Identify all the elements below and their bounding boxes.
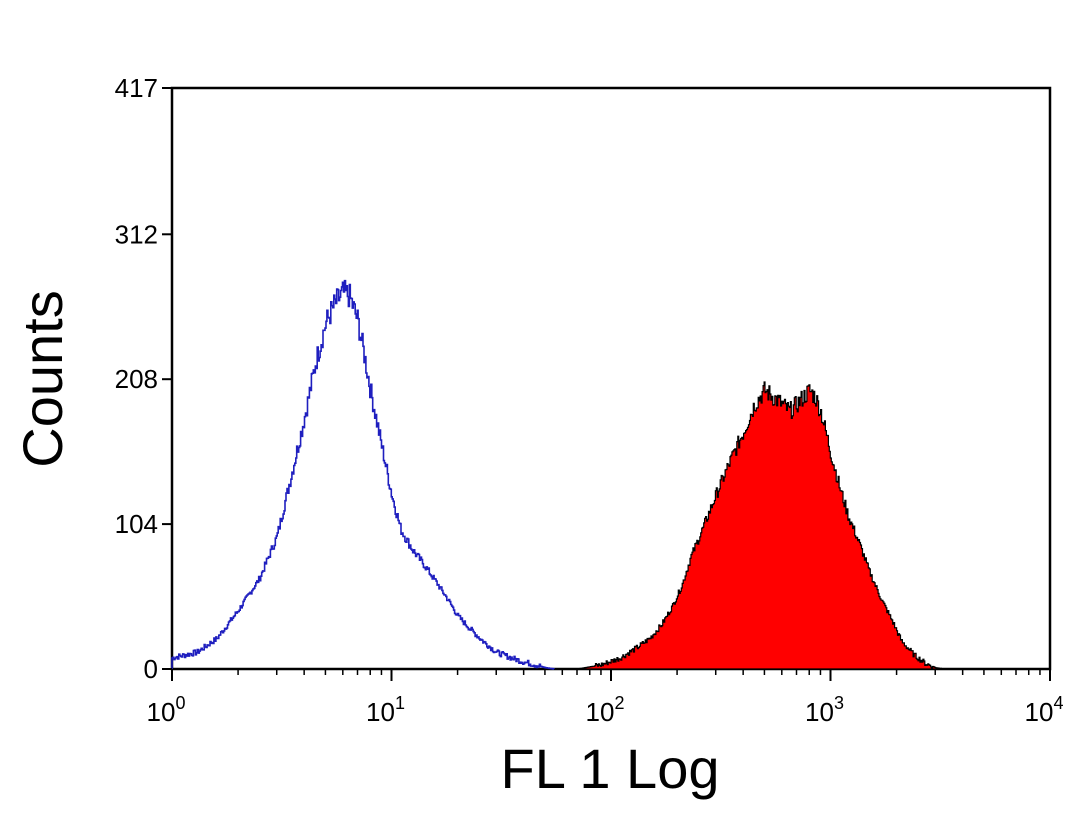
x-tick-label: 100: [147, 693, 186, 727]
y-tick-label: 208: [115, 364, 158, 394]
y-axis-title: Counts: [11, 290, 74, 467]
plot-frame: [170, 86, 1052, 671]
x-tick-label: 103: [805, 693, 844, 727]
series-layer: [171, 279, 945, 670]
x-tick-label: 104: [1025, 693, 1064, 727]
x-tick-label-exponent: 2: [614, 693, 624, 713]
x-tick-label-exponent: 0: [175, 693, 185, 713]
x-tick-label: 101: [366, 693, 405, 727]
x-tick-label: 102: [586, 693, 625, 727]
x-tick-label-base: 10: [805, 697, 834, 727]
x-axis-title: FL 1 Log: [501, 737, 720, 800]
x-axis-ticks: 100 101 102 103 104: [147, 669, 1064, 727]
x-tick-label-exponent: 1: [395, 693, 405, 713]
y-tick-label: 417: [115, 73, 158, 103]
x-tick-label-base: 10: [1025, 697, 1054, 727]
y-tick-label: 0: [144, 654, 158, 684]
y-axis-ticks: 0 104 208 312 417: [115, 73, 172, 684]
x-tick-label-exponent: 3: [834, 693, 844, 713]
x-tick-label-exponent: 4: [1053, 693, 1063, 713]
x-tick-label-base: 10: [586, 697, 615, 727]
y-tick-label: 312: [115, 219, 158, 249]
histogram-series-filled: [577, 381, 945, 670]
x-tick-label-base: 10: [366, 697, 395, 727]
y-tick-label: 104: [115, 509, 158, 539]
histogram-series-outline: [171, 279, 555, 670]
x-tick-label-base: 10: [147, 697, 176, 727]
